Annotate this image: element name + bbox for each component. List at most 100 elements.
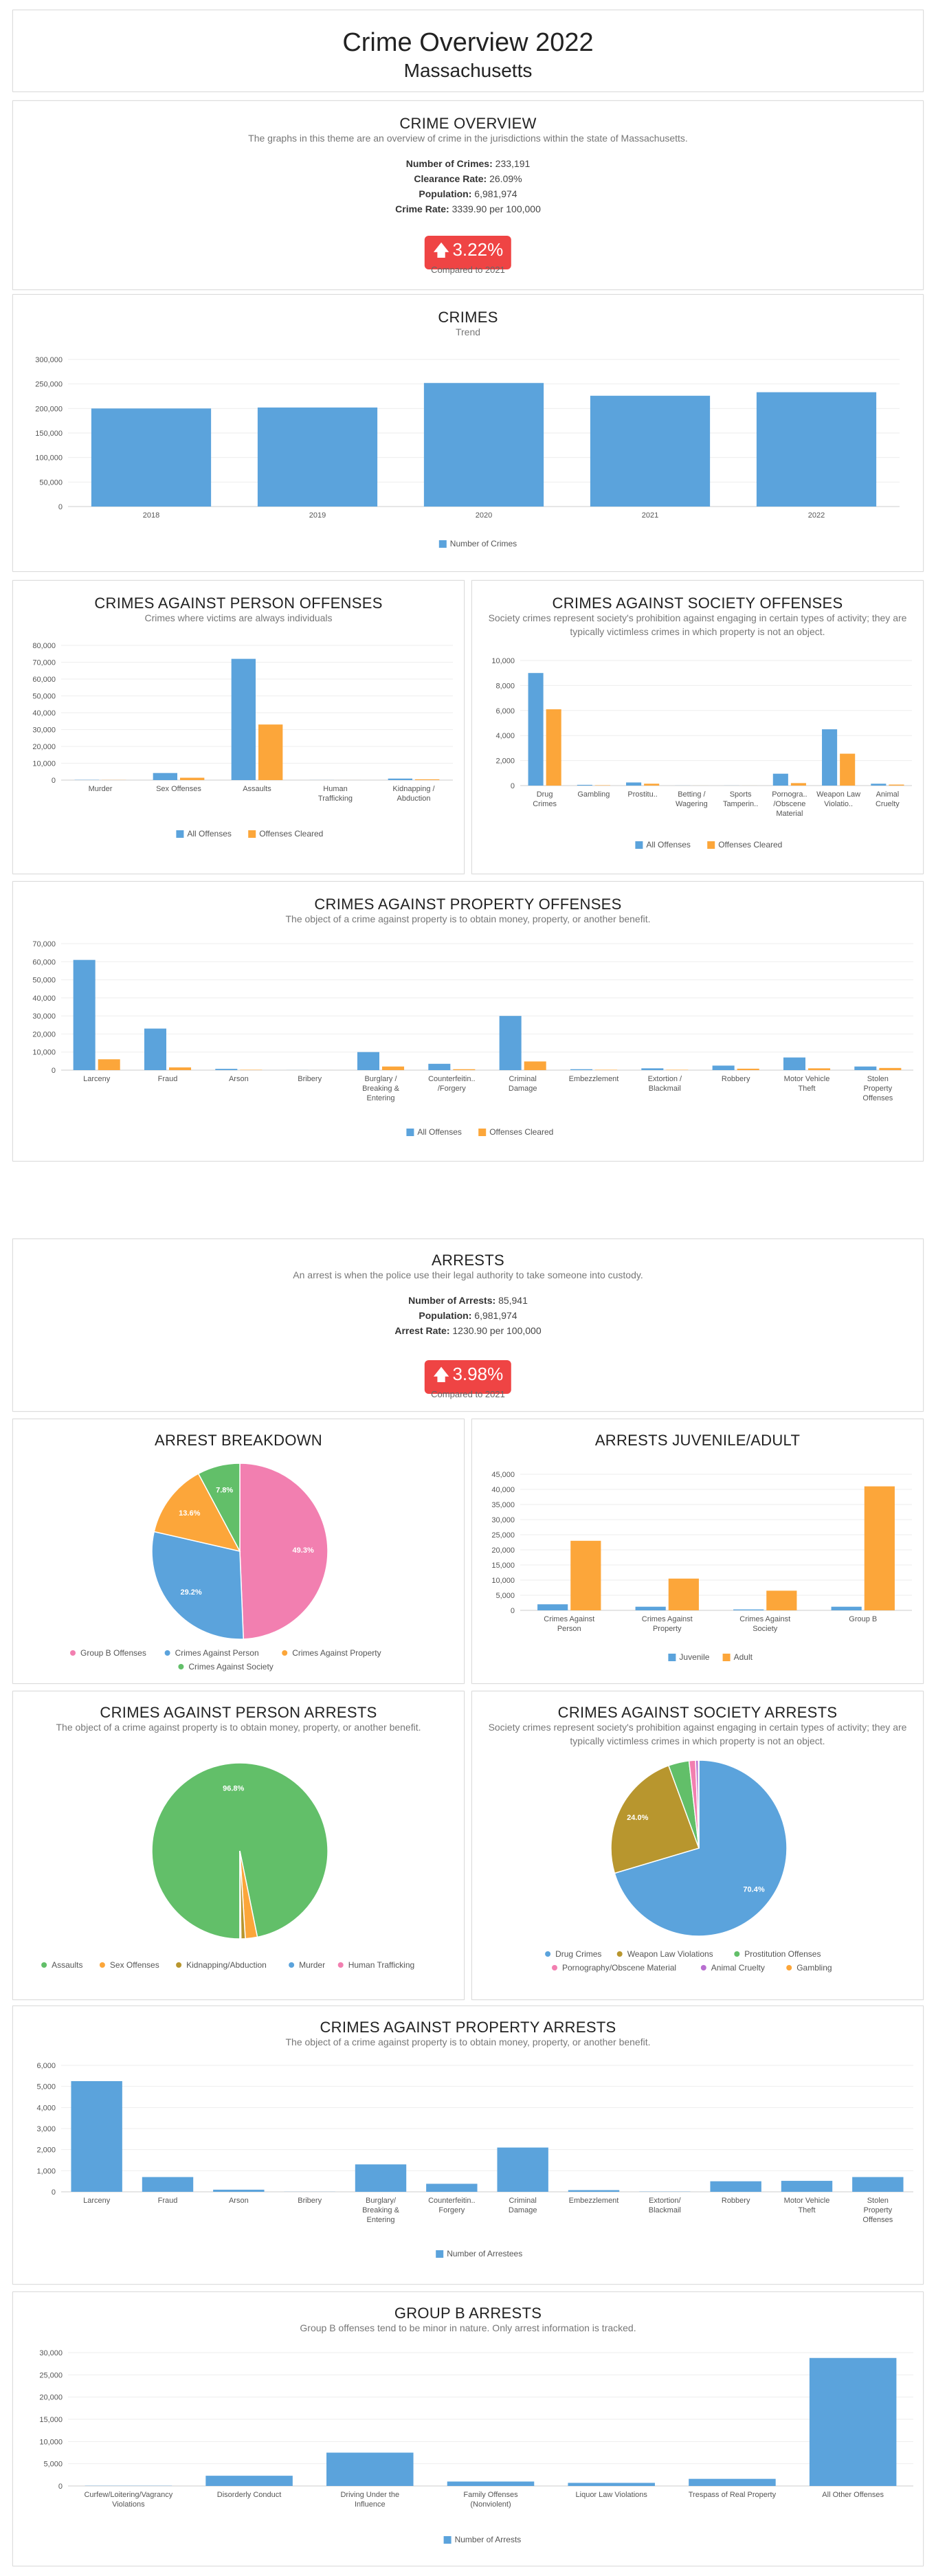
crime-overview-stats: Number of Crimes: 233,191 Clearance Rate…	[13, 156, 923, 216]
y-tick-label: 150,000	[35, 430, 63, 438]
person-arrests-subtitle: The object of a crime against property i…	[56, 1722, 421, 1733]
bar-all-offenses	[388, 778, 412, 780]
x-tick-label: Murder	[89, 785, 113, 793]
bar-offenses-cleared	[169, 1067, 192, 1070]
property-arrests-card: CRIMES AGAINST PROPERTY ARRESTS The obje…	[12, 2006, 924, 2285]
y-tick-label: 50,000	[32, 977, 56, 985]
bar-all-offenses	[153, 773, 177, 780]
bar-adult	[668, 1578, 699, 1610]
arrests-stats: Number of Arrests: 85,941 Population: 6,…	[13, 1293, 923, 1338]
bar-number-of-arrestees	[852, 2177, 904, 2192]
legend-swatch	[668, 1654, 676, 1661]
bar-offenses-cleared	[666, 1069, 689, 1070]
legend-swatch	[722, 1654, 731, 1661]
crime-overview-title: CRIME OVERVIEW	[399, 115, 537, 132]
legend-label: Human Trafficking	[348, 1960, 415, 1970]
x-tick-label: Criminal Damage	[509, 1075, 537, 1093]
y-tick-label: 20,000	[32, 1030, 56, 1039]
legend-swatch	[635, 841, 643, 849]
x-tick-label: Fraud	[158, 2197, 178, 2205]
property-offenses-title: CRIMES AGAINST PROPERTY OFFENSES	[314, 896, 622, 913]
pie-data-label: 7.8%	[216, 1487, 233, 1495]
x-tick-label: Arson	[229, 1075, 249, 1083]
x-tick-label: All Other Offenses	[822, 2491, 884, 2499]
bar-adult	[570, 1540, 601, 1610]
juvenile-adult-card: ARRESTS JUVENILE/ADULT 0 5,000 10,000 15,00…	[471, 1419, 924, 1684]
property-offenses-card: CRIMES AGAINST PROPERTY OFFENSES The obj…	[12, 881, 924, 1162]
legend-swatch	[70, 1650, 76, 1656]
legend-label: Adult	[734, 1652, 753, 1662]
bar-offenses-cleared	[595, 1069, 618, 1070]
group-b-subtitle: Group B offenses tend to be minor in nat…	[300, 2322, 636, 2333]
x-tick-label: 2022	[808, 511, 825, 520]
juvenile-adult-title: ARRESTS JUVENILE/ADULT	[594, 1432, 801, 1449]
bar-offenses-cleared	[524, 1061, 546, 1070]
person-offenses-chart: 0 10,000 20,000 30,000 40,000 50,000 60,000 70,…	[32, 642, 453, 839]
legend-label: Animal Cruelty	[711, 1963, 765, 1973]
legend-swatch	[41, 1962, 47, 1968]
x-tick-label: Animal Cruelty	[876, 790, 900, 808]
pie-slice-crimes-against-property	[153, 1473, 241, 1553]
property-offenses-chart: 0 10,000 20,000 30,000 40,000 50,000 60,000 70,…	[32, 940, 913, 1137]
person-offenses-card: CRIMES AGAINST PERSON OFFENSES Crimes wh…	[12, 580, 465, 874]
legend-label: All Offenses	[646, 840, 690, 850]
legend-swatch	[443, 2536, 452, 2544]
pie-slice-crimes-against-person	[151, 1531, 245, 1640]
bar-number-of-arrests	[568, 2483, 655, 2486]
bar-number-of-arrestees	[71, 2081, 122, 2192]
stat-number-of-crimes: Number of Crimes: 233,191	[405, 158, 531, 169]
x-tick-label: Crimes Against Society	[739, 1615, 790, 1633]
property-arrests-chart: 0 1,000 2,000 3,000 4,000 5,000 6,000 Larceny Fr…	[36, 2062, 913, 2258]
crime-overview-card: CRIME OVERVIEW The graphs in this theme …	[12, 100, 924, 290]
person-arrests-card: CRIMES AGAINST PERSON ARRESTS The object…	[12, 1691, 465, 2000]
x-tick-label: Group B	[849, 1615, 877, 1623]
x-tick-label: Family Offenses (Nonviolent)	[463, 2491, 518, 2509]
legend-label: Prostitution Offenses	[744, 1949, 821, 1959]
bar-offenses-cleared	[240, 1069, 263, 1070]
stat-number-of-arrests: Number of Arrests: 85,941	[408, 1295, 528, 1306]
group-b-chart: 0 5,000 10,000 15,000 20,000 25,000 30,000 Curf…	[39, 2349, 913, 2544]
bar-offenses-cleared	[840, 753, 856, 786]
bar-number-of-arrests	[205, 2476, 293, 2486]
y-tick-label: 1,000	[36, 2167, 56, 2175]
legend-label: Gambling	[796, 1963, 832, 1973]
person-offenses-title: CRIMES AGAINST PERSON OFFENSES	[94, 595, 383, 612]
y-tick-label: 2,000	[36, 2146, 56, 2155]
bar-number-of-arrestees	[142, 2177, 194, 2192]
y-tick-label: 15,000	[491, 1562, 515, 1570]
society-arrests-subtitle: Society crimes represent society's prohi…	[488, 1722, 907, 1746]
legend-swatch	[734, 1951, 740, 1957]
group-b-title: GROUP B ARRESTS	[394, 2305, 542, 2322]
pie-slice-crimes-against-society	[197, 1463, 241, 1552]
bar-all-offenses	[428, 1063, 451, 1070]
bar-all-offenses	[570, 1069, 592, 1070]
bar-all-offenses	[871, 784, 887, 786]
legend-label: Number of Arrests	[455, 2535, 522, 2544]
crime-change-badge: 🡅 3.22%	[424, 236, 512, 269]
pie-data-label: 96.8%	[223, 1784, 244, 1792]
bar-all-offenses	[712, 1065, 735, 1070]
x-tick-label: Embezzlement	[569, 1075, 619, 1083]
y-tick-label: 40,000	[32, 995, 56, 1003]
legend-swatch	[99, 1962, 105, 1968]
y-tick-label: 250,000	[35, 381, 63, 389]
legend-label: All Offenses	[187, 829, 231, 839]
legend-swatch	[436, 2250, 444, 2258]
x-tick-label: Weapon Law Violatio..	[816, 790, 860, 808]
y-tick-label: 50,000	[32, 693, 56, 701]
society-arrests-title: CRIMES AGAINST SOCIETY ARRESTS	[557, 1704, 838, 1721]
y-tick-label: 0	[58, 503, 63, 511]
y-tick-label: 8,000	[495, 682, 515, 690]
legend-swatch	[552, 1965, 557, 1970]
person-offenses-subtitle: Crimes where victims are always individu…	[144, 612, 333, 623]
stat-population: Population: 6,981,974	[419, 188, 517, 199]
x-tick-label: Arson	[229, 2197, 249, 2205]
bar-offenses-cleared	[180, 777, 205, 780]
bar-number-of-crimes	[423, 383, 544, 507]
legend-swatch	[164, 1650, 170, 1656]
legend-label: Pornography/Obscene Material	[562, 1963, 676, 1973]
x-tick-label: Bribery	[298, 2197, 322, 2205]
x-tick-label: Embezzlement	[569, 2197, 619, 2205]
pie-slice-gambling	[698, 1759, 700, 1849]
y-tick-label: 10,000	[491, 1577, 515, 1585]
